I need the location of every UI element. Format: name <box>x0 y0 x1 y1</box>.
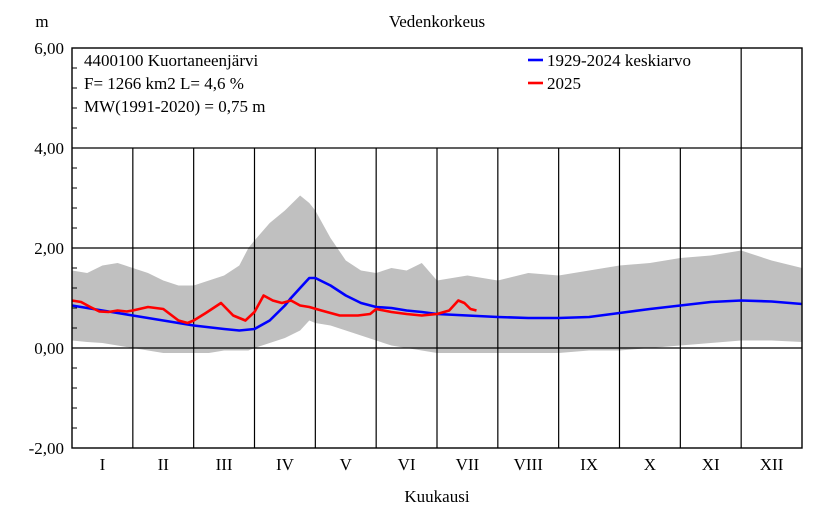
month-label: IV <box>276 455 295 474</box>
month-label: XI <box>702 455 720 474</box>
frame-layer <box>71 47 803 449</box>
x-axis-label: Kuukausi <box>404 487 469 506</box>
legend-label: 1929-2024 keskiarvo <box>547 51 691 70</box>
y-tick-label: 2,00 <box>34 239 64 258</box>
series-layer <box>71 276 803 332</box>
tick-layer <box>72 47 77 449</box>
grid-layer <box>72 48 802 448</box>
month-label: III <box>216 455 233 474</box>
month-label: IX <box>580 455 598 474</box>
month-label: VII <box>456 455 480 474</box>
average-line <box>71 276 803 332</box>
month-label: XII <box>760 455 784 474</box>
month-label: I <box>100 455 106 474</box>
month-label: VI <box>398 455 416 474</box>
month-label: VIII <box>514 455 544 474</box>
info-line: F= 1266 km2 L= 4,6 % <box>84 74 244 93</box>
y-tick-label: -2,00 <box>29 439 64 458</box>
info-line: MW(1991-2020) = 0,75 m <box>84 97 265 116</box>
annotation-layer: 6,004,002,000,00-2,00I II III IV V VI VII VIII I… <box>29 39 784 474</box>
y-tick-label: 0,00 <box>34 339 64 358</box>
y-tick-label: 4,00 <box>34 139 64 158</box>
legend-label: 2025 <box>547 74 581 93</box>
year-2025-line <box>71 294 477 325</box>
plot-frame <box>71 47 803 449</box>
y-axis-label: m <box>35 12 48 31</box>
month-label: V <box>340 455 353 474</box>
month-label: X <box>644 455 656 474</box>
y-tick-label: 6,00 <box>34 39 64 58</box>
month-label: II <box>158 455 170 474</box>
chart-title: Vedenkorkeus <box>389 12 485 31</box>
info-line: 4400100 Kuortaneenjärvi <box>84 51 258 70</box>
